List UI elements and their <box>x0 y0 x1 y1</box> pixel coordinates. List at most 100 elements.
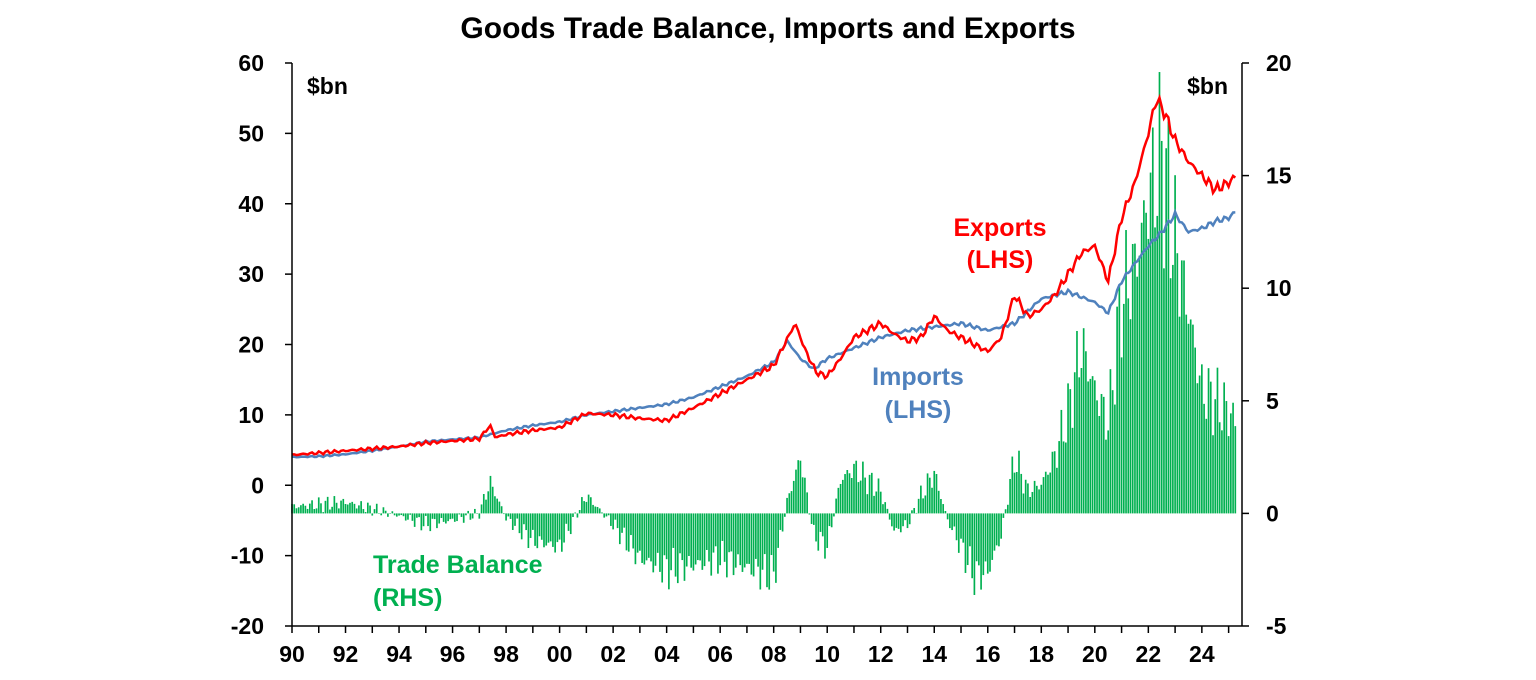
trade-balance-bar <box>358 505 360 514</box>
trade-balance-bar <box>543 513 545 548</box>
trade-balance-bar <box>708 513 710 562</box>
trade-balance-bar <box>710 513 713 576</box>
trade-balance-bar <box>587 494 590 514</box>
trade-balance-bar <box>623 513 626 528</box>
trade-balance-bar <box>389 513 391 514</box>
trade-balance-bar <box>931 487 933 514</box>
trade-balance-bar <box>1136 276 1139 514</box>
trade-balance-bar <box>886 508 889 514</box>
trade-balance-bar <box>705 513 708 550</box>
trade-balance-bar <box>1018 450 1020 514</box>
trade-balance-bar <box>703 513 706 567</box>
trade-balance-bar <box>790 491 793 514</box>
x-tick-label: 98 <box>493 641 519 667</box>
trade-balance-bar <box>953 513 956 527</box>
trade-balance-bar <box>297 507 300 514</box>
trade-balance-bar <box>1044 471 1047 514</box>
trade-balance-bar <box>500 506 503 514</box>
trade-balance-bar <box>859 480 862 514</box>
trade-balance-bar <box>786 497 788 514</box>
trade-balance-bar <box>1216 367 1219 514</box>
trade-balance-bar <box>1056 467 1058 514</box>
left-tick-label: 30 <box>238 261 264 287</box>
x-tick-label: 06 <box>707 641 733 667</box>
trade-balance-bar <box>1024 479 1027 514</box>
trade-balance-bar <box>607 513 610 516</box>
trade-balance-bar <box>857 482 860 514</box>
trade-balance-bar <box>567 513 570 531</box>
trade-balance-bar <box>636 513 639 553</box>
trade-balance-bar <box>1080 368 1083 514</box>
trade-balance-bar <box>732 513 735 576</box>
trade-balance-bar <box>928 477 931 514</box>
trade-balance-bar <box>407 513 409 520</box>
trade-balance-bar <box>516 513 519 519</box>
trade-balance-bar <box>1042 477 1045 514</box>
trade-balance-bar <box>1098 416 1101 514</box>
trade-balance-bar <box>1223 382 1225 514</box>
trade-balance-bar <box>853 463 855 514</box>
trade-balance-bar <box>572 513 574 517</box>
trade-balance-bar <box>815 513 817 542</box>
trade-balance-bar <box>416 513 418 518</box>
trade-balance-bar <box>1172 264 1174 514</box>
x-tick-label: 10 <box>814 641 840 667</box>
trade-balance-bar <box>741 513 744 572</box>
trade-balance-bar <box>1147 238 1150 514</box>
trade-balance-bar <box>895 513 898 528</box>
trade-balance-bar <box>949 513 951 529</box>
trade-balance-bar <box>1145 212 1147 514</box>
x-tick-label: 08 <box>761 641 787 667</box>
trade-balance-bar <box>835 498 837 514</box>
left-tick-label: -10 <box>231 543 264 569</box>
trade-balance-bar <box>442 513 445 522</box>
trade-balance-bar <box>360 501 362 514</box>
trade-balance-bar <box>1138 255 1141 514</box>
trade-balance-bar <box>772 513 775 572</box>
trade-balance-bar <box>737 513 739 555</box>
trade-balance-bar <box>917 498 920 514</box>
trade-balance-bar <box>1165 148 1168 514</box>
trade-balance-bar <box>957 513 960 553</box>
trade-balance-bar <box>581 497 583 514</box>
trade-balance-bar <box>960 513 962 539</box>
trade-balance-bar <box>478 513 481 519</box>
trade-balance-bar <box>759 513 762 590</box>
left-tick-label: 40 <box>238 191 264 217</box>
left-tick-label: 50 <box>238 120 264 146</box>
trade-balance-bar <box>476 513 478 514</box>
trade-balance-bar <box>641 513 643 563</box>
trade-balance-bar <box>1049 472 1052 514</box>
trade-balance-bar <box>784 513 786 517</box>
trade-balance-bar <box>723 513 726 562</box>
trade-balance-bar <box>1102 396 1105 514</box>
trade-balance-bar <box>1038 489 1040 514</box>
trade-balance-bar <box>719 513 721 566</box>
trade-balance-bar <box>547 513 550 543</box>
trade-balance-bar <box>674 513 677 577</box>
trade-balance-bar <box>824 513 826 559</box>
trade-balance-bar <box>650 513 652 562</box>
trade-balance-bar <box>436 513 438 529</box>
trade-balance-bar <box>1185 314 1188 514</box>
left-tick-label: 0 <box>251 472 264 498</box>
trade-balance-bar <box>801 477 804 514</box>
trade-balance-bar <box>946 513 949 520</box>
trade-balance-bar <box>431 513 434 519</box>
trade-balance-bar <box>1062 441 1065 514</box>
trade-balance-bar <box>768 513 771 590</box>
trade-balance-bar <box>1192 324 1194 514</box>
trade-balance-bar <box>614 513 617 520</box>
trade-balance-bar <box>545 513 548 546</box>
trade-balance-bar <box>924 495 927 514</box>
trade-balance-bar <box>349 502 351 514</box>
trade-balance-bar <box>418 513 420 518</box>
trade-balance-bar <box>536 513 539 549</box>
trade-balance-bar <box>806 492 808 514</box>
trade-balance-bar <box>734 513 737 568</box>
trade-balance-bar <box>520 513 523 540</box>
trade-balance-bar <box>1227 436 1230 514</box>
trade-balance-bar <box>1020 473 1023 514</box>
trade-balance-bar <box>304 505 307 514</box>
trade-balance-bar <box>317 497 320 514</box>
